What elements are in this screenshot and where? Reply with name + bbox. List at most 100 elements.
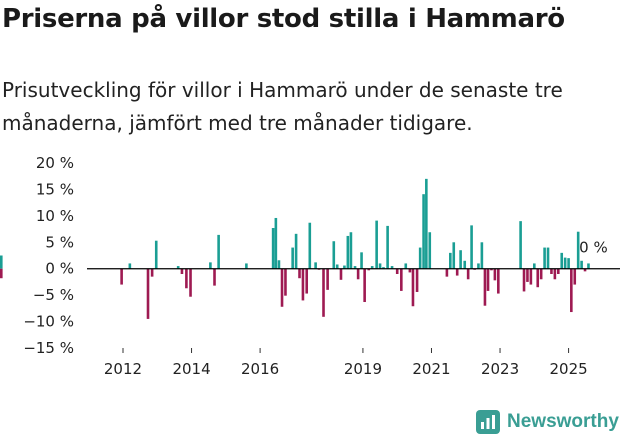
bar [382,267,385,269]
chart-subtitle: Prisutveckling för villor i Hammarö unde… [2,78,563,135]
bar [395,268,399,274]
bar [245,263,248,269]
bar [367,268,371,271]
bar [576,231,580,269]
bar [349,232,353,269]
bar [314,262,317,269]
x-tick-label: 2012 [104,360,142,378]
bar [428,232,432,269]
bar [189,268,192,297]
bar [583,268,587,272]
bar [120,268,123,285]
bar [284,268,287,296]
y-tick-label: −5 % [33,286,74,304]
bar [322,268,325,317]
bar [404,263,408,269]
chart-title: Priserna på villor stod stilla i Hammarö [2,4,565,34]
bar [339,268,343,280]
bar [0,268,3,279]
bar [274,217,278,269]
bar [411,268,415,307]
bar [185,268,188,289]
bar [154,240,158,269]
x-tick-label: 2025 [549,360,587,378]
bar [522,268,526,292]
x-tick-label: 2014 [172,360,210,378]
bar [477,263,480,269]
bar [580,260,583,269]
bar [213,268,216,286]
bar [400,268,403,291]
bar [415,268,419,292]
bar [146,268,150,319]
bar [209,262,212,269]
bar [335,264,339,269]
bar [483,268,487,306]
bar [326,268,329,290]
bar [370,266,374,269]
bar [332,241,336,269]
y-tick-label: −15 % [23,339,74,357]
bar [280,268,284,307]
x-tick-label: 2023 [481,360,519,378]
bar [378,263,382,269]
bar [546,247,550,269]
bar [526,268,529,282]
bar [308,222,312,269]
bar [557,268,560,274]
bar [529,268,533,285]
bar [375,220,378,269]
bar [180,268,184,274]
bar [128,263,132,269]
bar [573,268,577,285]
bar [425,178,428,269]
y-tick-label: 10 % [36,207,74,225]
x-tick-label: 2019 [344,360,382,378]
bar [294,233,298,269]
bar [490,268,493,271]
bar [455,268,459,276]
brand-logo: Newsworthy [476,407,619,437]
x-tick-label: 2016 [241,360,279,378]
bar [567,258,570,269]
bar [390,266,394,269]
bar [150,268,154,277]
y-tick-label: 20 % [36,154,74,172]
y-tick-label: −10 % [23,313,74,331]
bar [466,268,470,280]
bar [176,266,180,269]
bar [493,268,497,281]
bar [360,252,363,269]
bar [217,234,220,269]
bar [356,268,360,280]
bar [271,228,275,269]
bar [353,266,357,269]
bar [291,247,294,269]
bar [459,250,462,269]
newsworthy-logo-icon [476,410,500,434]
bar [560,252,564,269]
bar [418,247,422,269]
brand-name: Newsworthy [507,411,619,432]
bar [563,257,567,269]
bar-chart: 20 % 15 % 10 % 5 % 0 % −5 % −10 % −15 % 2012 2014… [0,154,620,378]
x-tick-label: 2021 [412,360,450,378]
bar [536,268,540,288]
bar [346,235,350,269]
bar [386,225,389,269]
bar [408,268,412,273]
bar [486,268,490,291]
bar [470,225,473,269]
bar [587,263,590,269]
bar [301,268,305,301]
annotation-label: 0 % [579,239,608,257]
bar [463,260,467,269]
bar [452,242,456,269]
y-tick-label: 0 % [45,260,74,278]
bar [422,194,425,269]
bar [363,268,366,303]
bar [343,265,346,269]
bar [570,268,573,313]
bar [539,268,543,280]
y-tick-label: 5 % [45,233,74,251]
